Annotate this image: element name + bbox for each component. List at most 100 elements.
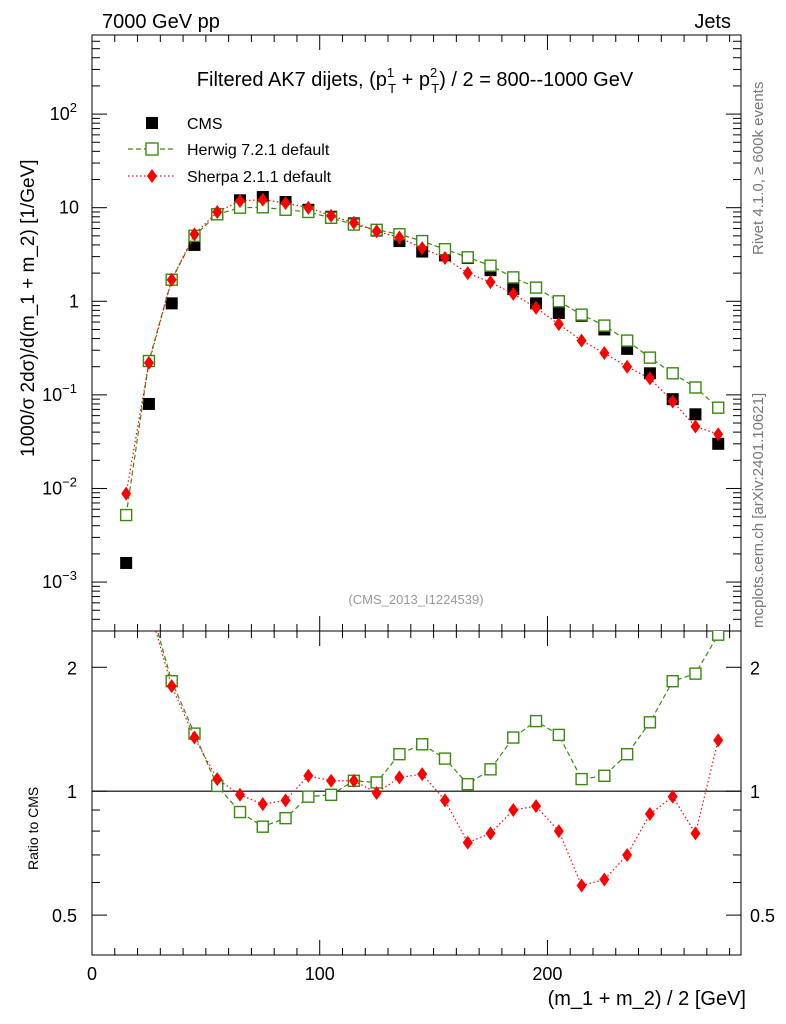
main-y-tick-base: 1	[69, 291, 79, 311]
ratio-sherpa-point	[439, 793, 450, 808]
main-herwig-point	[643, 351, 657, 364]
title-p1-sub: T	[388, 81, 396, 96]
main-sherpa-point	[417, 241, 428, 256]
legend-cms-label: CMS	[187, 116, 223, 133]
main-sherpa-point	[143, 355, 154, 370]
main-y-tick-base: 10	[42, 385, 62, 405]
header-energy: 7000 GeV pp	[102, 11, 220, 33]
ratio-sherpa-point	[576, 878, 587, 893]
ratio-herwig-point	[279, 811, 292, 825]
main-herwig-point	[575, 308, 588, 321]
header-process: Jets	[694, 11, 731, 33]
ratio-sherpa-line	[155, 631, 719, 887]
main-sherpa-point	[576, 333, 587, 348]
main-herwig-point	[712, 401, 725, 414]
main-sherpa-point	[235, 193, 246, 208]
ratio-sherpa-point	[348, 773, 359, 788]
ratio-herwig-point	[233, 805, 247, 819]
ratio-herwig-point	[121, 575, 132, 586]
main-herwig-point	[484, 259, 497, 272]
main-cms-point	[712, 437, 725, 450]
ratio-sherpa-point	[485, 826, 496, 841]
ratio-sherpa-point	[394, 770, 405, 785]
main-sherpa-point	[713, 427, 724, 442]
ratio-sherpa-point	[531, 799, 542, 814]
ratio-y-tick-label-right: 2	[750, 658, 760, 678]
legend: CMS Herwig 7.2.1 default Sherpa 2.1.1 de…	[128, 116, 332, 186]
ratio-sherpa-point	[599, 872, 610, 887]
ratio-sherpa-point	[667, 789, 678, 804]
main-sherpa-point	[348, 215, 359, 230]
title-prefix: Filtered AK7 dijets, (	[197, 69, 376, 91]
ratio-herwig-point	[143, 595, 154, 606]
ratio-sherpa-point	[326, 773, 337, 788]
main-sherpa-point	[166, 272, 177, 287]
ratio-sherpa-point	[257, 797, 268, 812]
ratio-herwig-point	[415, 738, 429, 751]
main-sherpa-point	[439, 251, 450, 266]
ratio-herwig-line	[156, 631, 719, 828]
main-sherpa-point	[371, 224, 382, 239]
main-y-axis-label: 1000/σ 2dσ)/d(m_1 + m_2) [1/GeV]	[18, 159, 39, 457]
ratio-y-tick-label-right: 1	[750, 782, 760, 802]
ratio-herwig-point	[256, 820, 269, 833]
ratio-sherpa-point	[189, 730, 200, 745]
ratio-sherpa-point	[235, 787, 246, 802]
ratio-herwig-point	[529, 714, 543, 728]
ratio-y-axis-label: Ratio to CMS	[25, 787, 41, 870]
main-herwig-point	[598, 319, 611, 332]
mcplots-label: mcplots.cern.ch [arXiv:2401.10621]	[750, 393, 767, 628]
main-herwig-point	[529, 281, 543, 294]
main-sherpa-point	[622, 359, 633, 374]
main-sherpa-point	[553, 317, 564, 332]
ratio-herwig-point	[484, 763, 497, 776]
ratio-y-tick-label-right: 0.5	[750, 906, 775, 926]
ratio-y-tick-label: 0.5	[52, 906, 77, 926]
main-sherpa-point	[690, 419, 701, 434]
ratio-herwig-point	[666, 675, 679, 688]
main-herwig-point	[689, 381, 702, 394]
main-sherpa-point	[394, 230, 405, 245]
main-sherpa-point	[508, 286, 519, 301]
main-y-tick-label: 10−2	[42, 474, 77, 498]
main-y-tick-label: 10	[59, 198, 79, 218]
main-herwig-point	[552, 295, 566, 308]
ratio-herwig-point	[507, 731, 520, 744]
ratio-herwig-point	[643, 716, 657, 729]
main-herwig-point	[461, 251, 474, 264]
ratio-sherpa-point	[690, 826, 701, 841]
main-sherpa-point	[667, 394, 678, 409]
main-y-tick-base: 10	[50, 104, 70, 124]
main-y-tick-label: 10−1	[42, 381, 77, 405]
ratio-y-tick-label: 1	[67, 782, 77, 802]
ratio-plot-frame	[91, 630, 742, 956]
main-sherpa-point	[531, 300, 542, 315]
ratio-sherpa-point	[417, 767, 428, 782]
ratio-sherpa-point	[644, 807, 655, 822]
main-y-tick-base: 10	[42, 572, 62, 592]
ratio-sherpa-point	[508, 803, 519, 818]
ratio-herwig-point	[712, 631, 725, 641]
main-cms-point	[142, 397, 155, 410]
ratio-herwig-point	[393, 747, 406, 761]
ratio-herwig-point	[575, 772, 588, 786]
main-y-tick-base: 10	[42, 478, 62, 498]
title-p1-sup: 1	[387, 65, 394, 80]
legend-herwig-label: Herwig 7.2.1 default	[187, 142, 330, 159]
ratio-y-tick-label: 2	[67, 658, 77, 678]
main-y-tick-base: 10	[59, 198, 79, 218]
main-sherpa-series	[121, 192, 724, 501]
ratio-sherpa-point	[280, 793, 291, 808]
main-herwig-point	[666, 367, 679, 380]
main-sherpa-point	[257, 192, 268, 207]
ratio-herwig-point	[620, 747, 634, 761]
ratio-herwig-point	[689, 667, 702, 680]
main-herwig-point	[119, 508, 133, 522]
main-sherpa-point	[303, 200, 314, 215]
main-sherpa-point	[599, 346, 610, 361]
main-y-tick-label: 102	[50, 100, 77, 124]
series-layer	[119, 191, 725, 893]
ratio-sherpa-point	[713, 733, 724, 748]
ratio-herwig-point	[324, 788, 338, 802]
